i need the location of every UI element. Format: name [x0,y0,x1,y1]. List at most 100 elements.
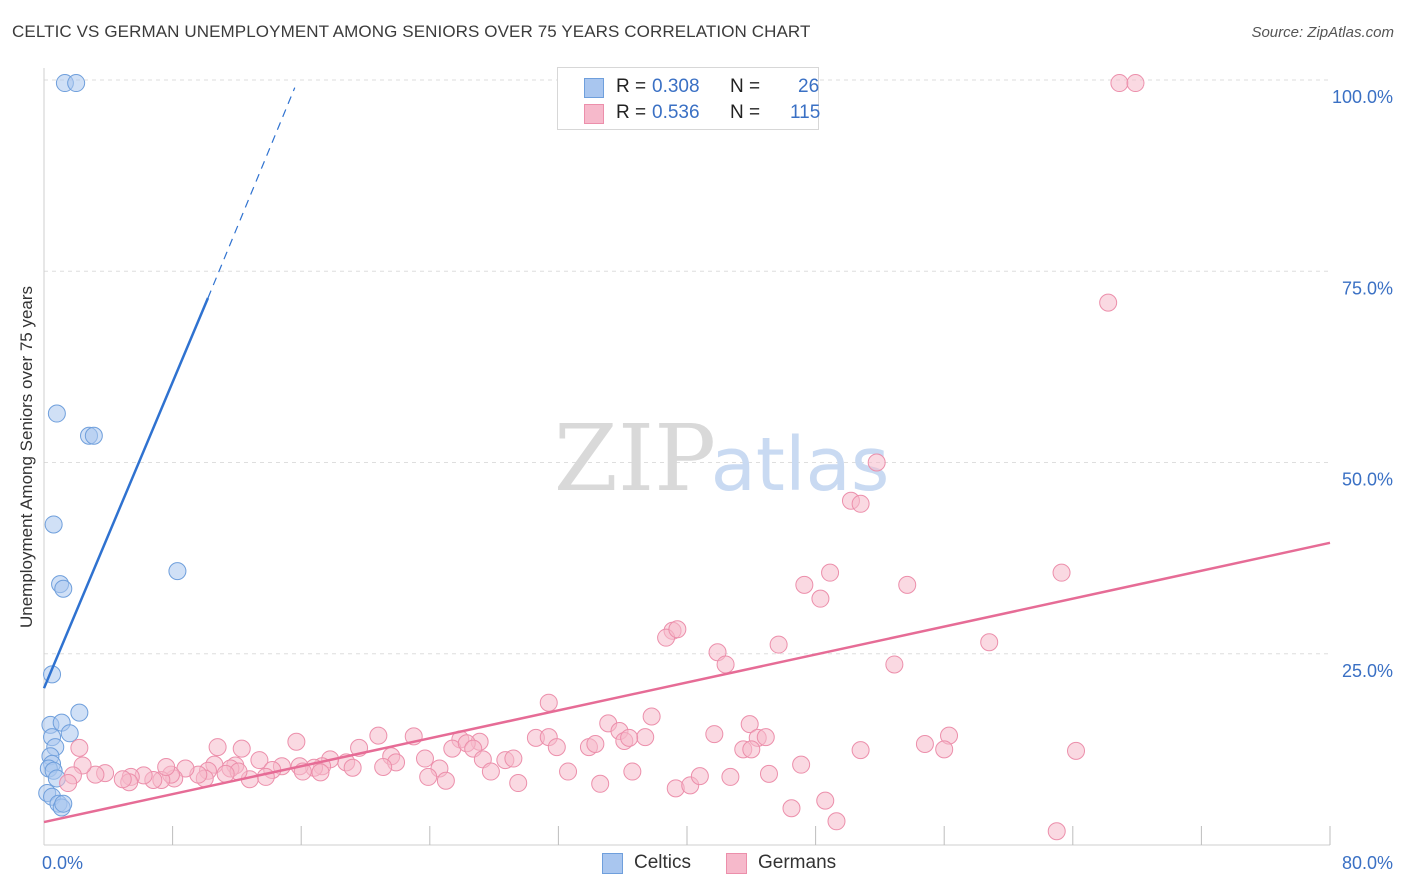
data-point [70,738,89,757]
data-point [44,515,63,534]
data-point [287,732,306,751]
x-tick-labels: 0.0% 80.0% [42,853,1393,873]
data-point [821,563,840,582]
watermark-zip: ZIP [554,405,716,512]
trend-line-germans [43,541,1331,824]
trend-lines [42,87,1331,824]
correlation-legend: R = 0.308 N = 26 R = 0.536 N = 115 [557,67,821,130]
data-point [311,763,330,782]
data-point [792,755,811,774]
data-point [620,728,639,747]
data-point [642,707,661,726]
data-point [539,693,558,712]
series-germans [59,74,1145,841]
y-tick-label: 50.0% [1342,470,1393,490]
data-point [769,635,788,654]
data-point [208,738,227,757]
data-point [54,579,73,598]
axes [43,68,1331,846]
data-point [504,749,523,768]
data-point [1052,563,1071,582]
bottom-legend-label-celtics: Celtics [634,852,692,873]
legend-r-value: 0.308 [652,76,700,97]
data-points [38,74,1145,841]
data-point [1126,74,1145,93]
data-point [559,762,578,781]
watermark: ZIP atlas [554,405,890,512]
y-tick-label: 75.0% [1342,278,1393,298]
data-point [1067,741,1086,760]
data-point [898,575,917,594]
data-point [86,765,105,784]
data-point [851,741,870,760]
data-point [157,757,176,776]
legend-n-label: N = [730,102,761,123]
data-point [705,725,724,744]
watermark-atlas: atlas [711,422,890,508]
data-point [216,764,235,783]
data-point [113,770,132,789]
data-point [547,738,566,757]
legend-n-value: 26 [798,76,820,97]
trend-line-celtics [42,297,210,689]
data-point [1047,822,1066,841]
data-point [419,767,438,786]
data-point [256,767,275,786]
y-tick-label: 100.0% [1332,87,1393,107]
data-point [742,740,761,759]
bottom-legend-label-germans: Germans [758,852,837,873]
data-point [795,575,814,594]
legend-n-label: N = [730,76,761,97]
data-point [1099,293,1118,312]
data-point [721,767,740,786]
data-point [811,589,830,608]
data-point [250,751,269,770]
data-point [816,791,835,810]
legend-swatch-celtics [584,78,604,98]
data-point [716,655,735,674]
data-point [1110,74,1129,93]
data-point [636,728,655,747]
data-point [668,620,687,639]
data-point [623,762,642,781]
data-point [935,740,954,759]
data-point [436,771,455,790]
gridlines [44,79,1330,655]
chart-title: CELTIC VS GERMAN UNEMPLOYMENT AMONG SENI… [12,22,811,41]
bottom-legend-swatch-germans [726,853,747,874]
y-tick-labels: 100.0% 75.0% 50.0% 25.0% [1332,87,1393,681]
legend-r-label: R = [616,102,647,123]
legend-r-label: R = [616,76,647,97]
data-point [915,735,934,754]
legend-n-value: 115 [790,102,821,123]
data-point [782,799,801,818]
legend-swatch-germans [584,104,604,124]
data-point [232,739,251,758]
data-point [980,633,999,652]
data-point [509,774,528,793]
data-point [481,762,500,781]
data-point [591,774,610,793]
x-tick-label: 80.0% [1342,853,1393,873]
data-point [756,728,775,747]
data-point [851,494,870,513]
data-point [586,735,605,754]
source-label: Source: ZipAtlas.com [1251,24,1394,41]
data-point [168,562,187,581]
x-tick-label: 0.0% [42,853,83,873]
data-point [343,758,362,777]
y-axis-label: Unemployment Among Seniors over 75 years [17,285,36,629]
data-point [84,426,103,445]
data-point [60,724,79,743]
data-point [759,764,778,783]
data-point [59,774,78,793]
data-point [67,74,86,93]
y-tick-label: 25.0% [1342,661,1393,681]
data-point [415,749,434,768]
data-point [690,767,709,786]
series-celtics [38,74,187,817]
trend-line-extension-celtics [207,87,296,299]
data-point [374,757,393,776]
data-point [70,703,89,722]
